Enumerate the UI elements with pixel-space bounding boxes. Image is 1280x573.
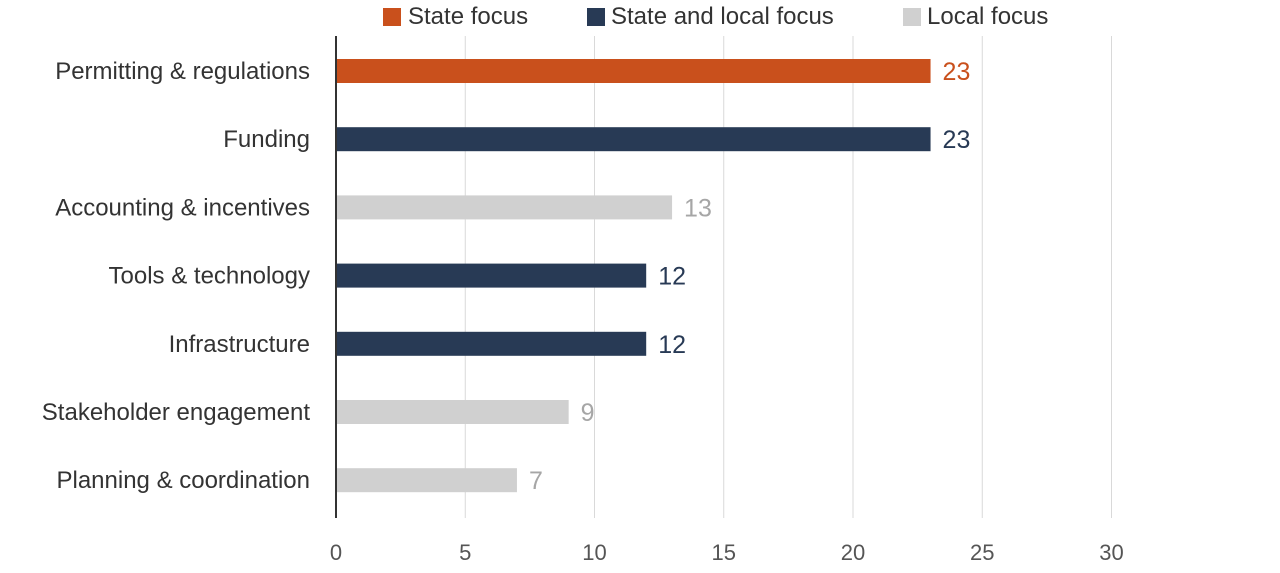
- category-label: Stakeholder engagement: [42, 399, 311, 426]
- bar: [336, 195, 673, 220]
- x-tick-label: 0: [330, 540, 342, 565]
- legend-swatch: [903, 8, 921, 26]
- data-label: 23: [943, 58, 971, 86]
- data-label: 9: [581, 399, 595, 427]
- bar: [336, 468, 517, 493]
- legend-label: State and local focus: [611, 3, 834, 30]
- legend-label: State focus: [408, 3, 528, 30]
- data-label: 13: [684, 194, 712, 222]
- category-label: Permitting & regulations: [55, 58, 310, 85]
- category-label: Planning & coordination: [56, 467, 310, 494]
- data-labels: 23 23 13 12 12 9 7: [529, 58, 970, 495]
- category-label: Infrastructure: [169, 331, 310, 358]
- data-label: 23: [943, 126, 971, 154]
- category-label: Accounting & incentives: [55, 194, 310, 221]
- x-tick-label: 5: [459, 540, 471, 565]
- x-tick-label: 25: [970, 540, 994, 565]
- category-labels: Permitting & regulations Funding Accountin…: [42, 58, 311, 494]
- x-axis-ticks: 0 5 10 15 20 25 30: [330, 540, 1124, 565]
- bars: [336, 59, 931, 493]
- category-label: Funding: [223, 126, 310, 153]
- legend-swatch: [587, 8, 605, 26]
- bar: [336, 59, 931, 83]
- data-label: 12: [658, 263, 686, 291]
- x-tick-label: 20: [841, 540, 865, 565]
- legend: State focus State and local focus Local fo…: [383, 3, 1048, 30]
- data-label: 12: [658, 331, 686, 359]
- x-tick-label: 15: [712, 540, 736, 565]
- bar: [336, 263, 647, 288]
- legend-label: Local focus: [927, 3, 1048, 30]
- x-tick-label: 30: [1099, 540, 1123, 565]
- data-label: 7: [529, 467, 543, 495]
- legend-swatch: [383, 8, 401, 26]
- x-tick-label: 10: [582, 540, 606, 565]
- bar: [336, 331, 647, 356]
- category-label: Tools & technology: [109, 263, 310, 290]
- bar: [336, 127, 931, 152]
- gridlines: [464, 36, 1112, 518]
- bar: [336, 400, 569, 424]
